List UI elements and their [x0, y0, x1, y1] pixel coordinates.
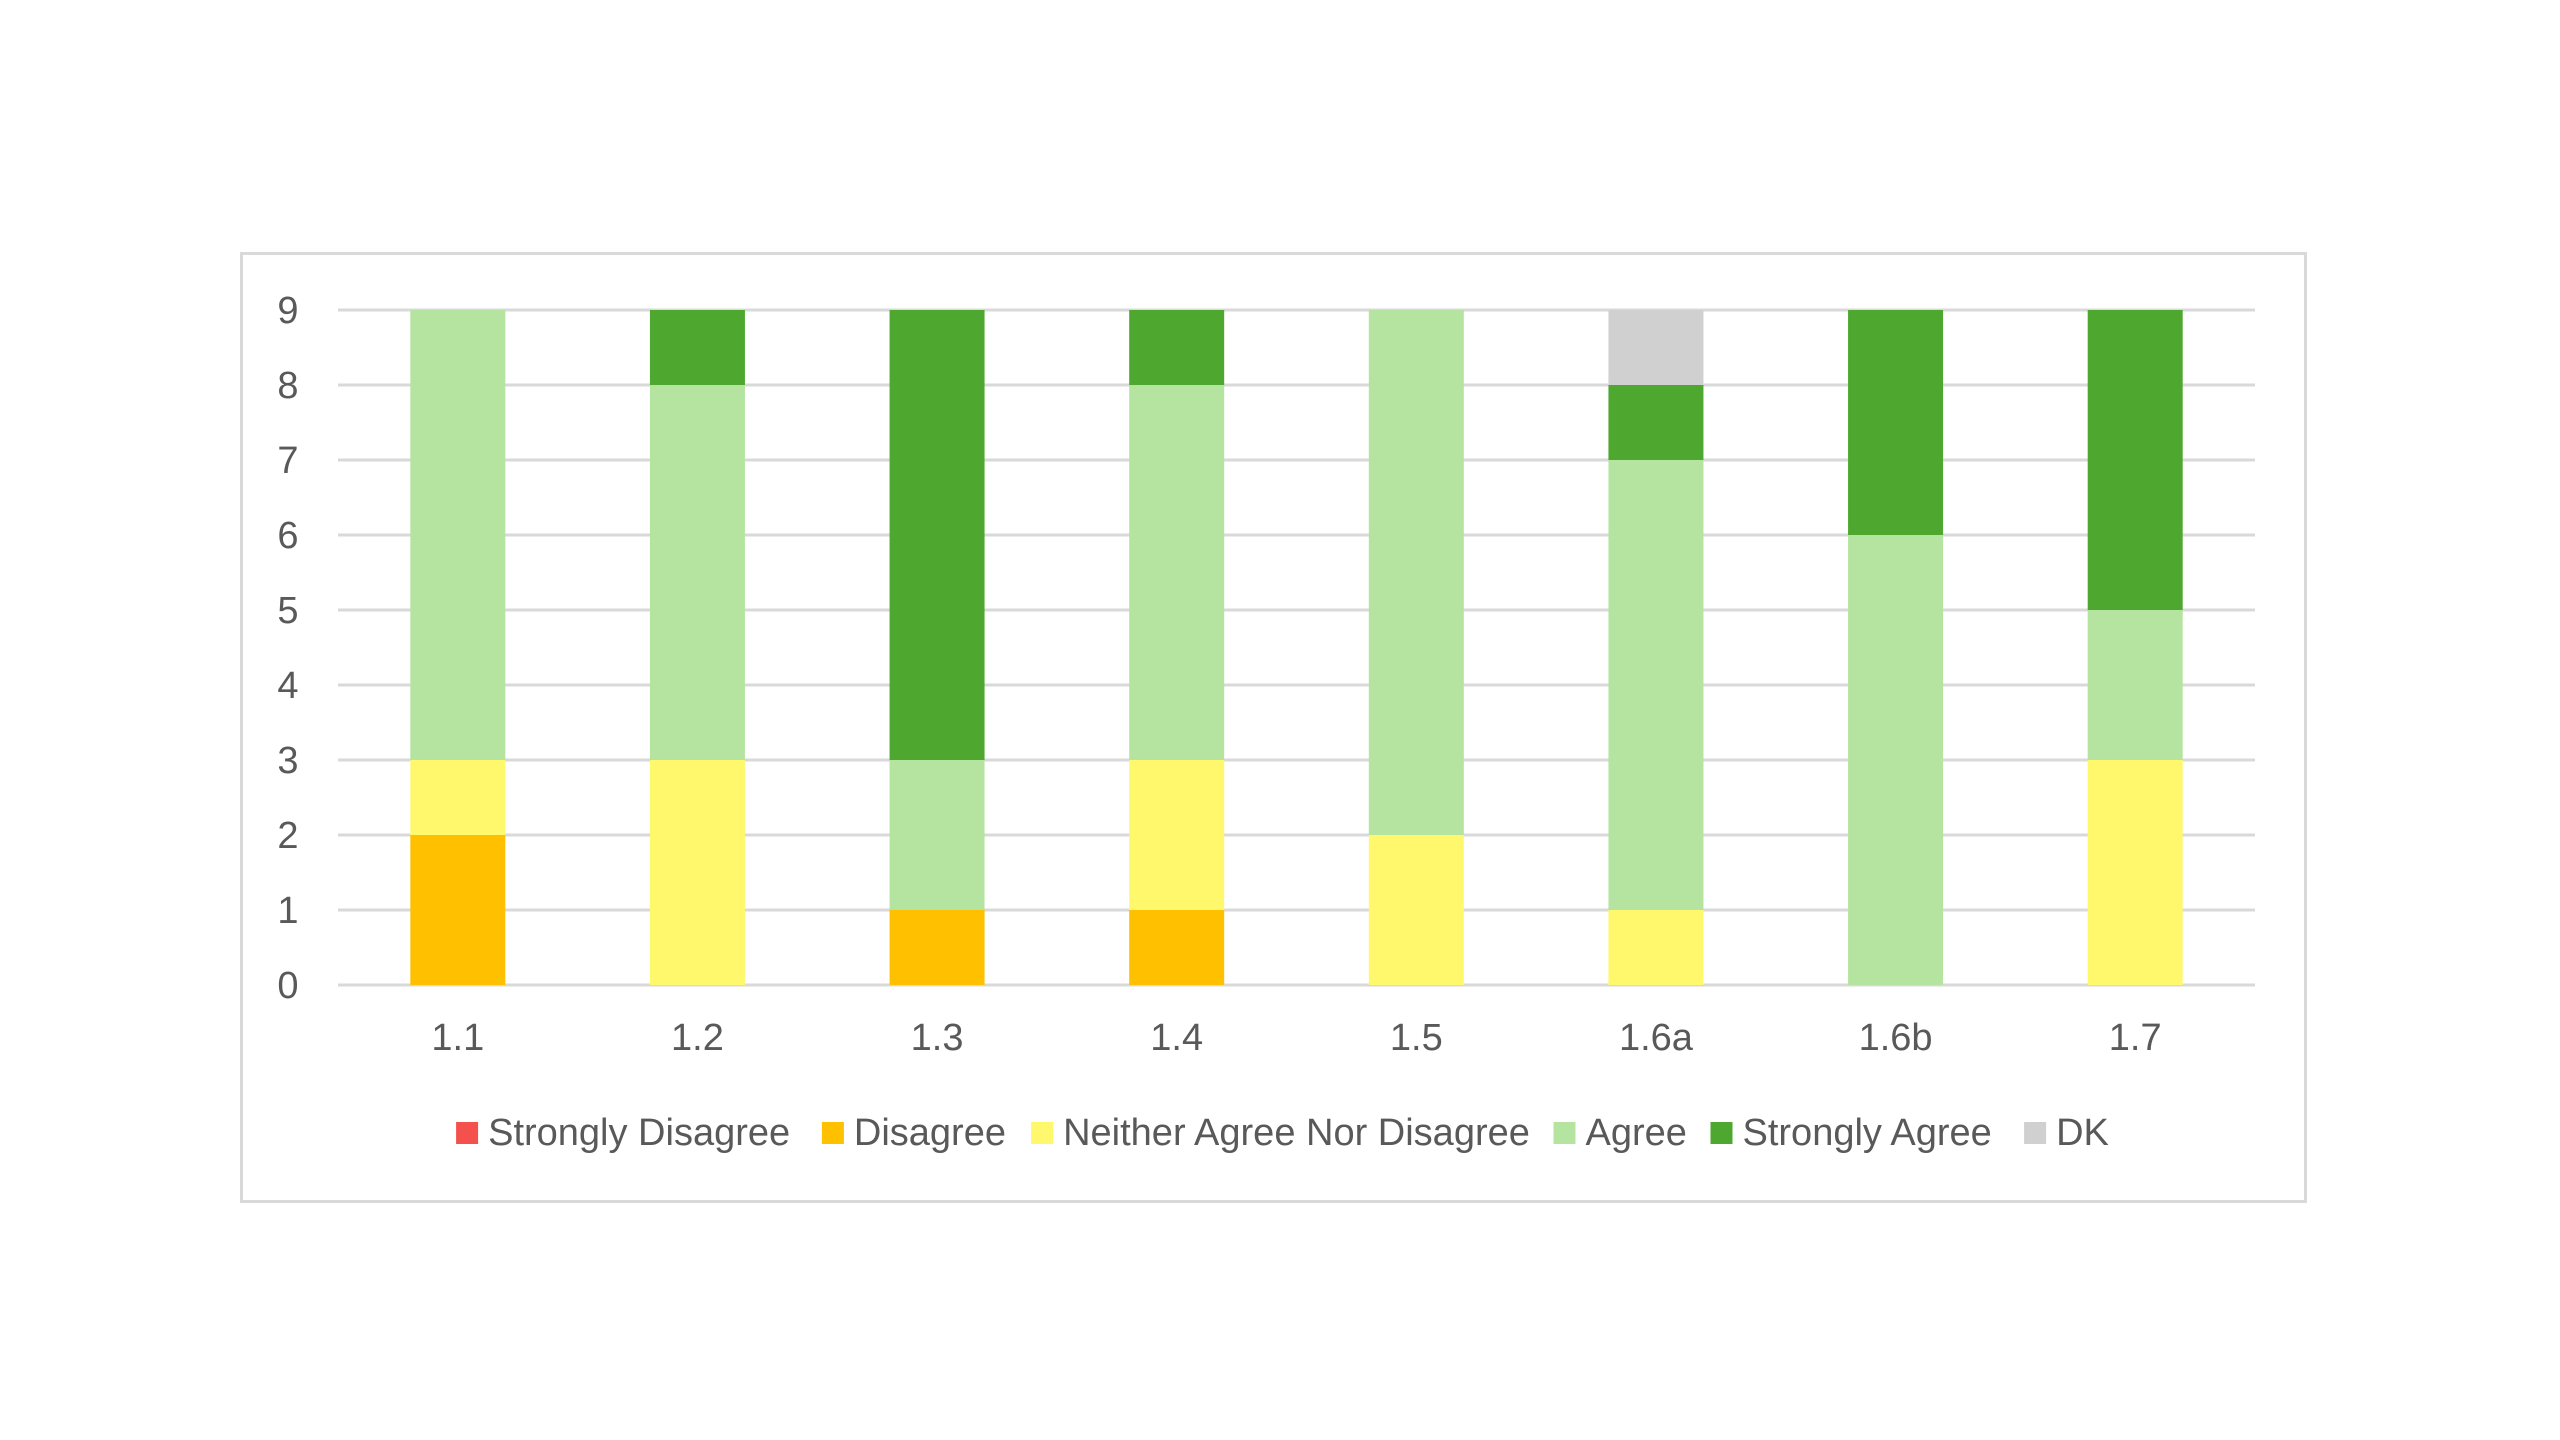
legend-label: DK: [2056, 1112, 2109, 1154]
bar-segment: [2087, 310, 2183, 610]
y-tick-label: 3: [277, 740, 298, 782]
y-tick-label: 2: [277, 815, 298, 857]
x-tick-label: 1.6b: [1859, 1017, 1933, 1059]
legend-label: Agree: [1586, 1112, 1687, 1154]
stacked-bar-chart: 0 1 2 3 4 5 6 7 8 9 1.1 1.2 1.3 1.4 1.5 1.6a 1.6b 1.7 St…: [277, 290, 2255, 1154]
legend-label: Strongly Disagree: [488, 1112, 790, 1154]
chart-frame: 0 1 2 3 4 5 6 7 8 9 1.1 1.2 1.3 1.4 1.5 1.6a 1.6b 1.7 St…: [240, 252, 2307, 1203]
legend-label: Disagree: [854, 1112, 1006, 1154]
x-tick-label: 1.6a: [1619, 1017, 1694, 1059]
bar-segment: [1608, 910, 1704, 985]
x-axis-ticks: 1.1 1.2 1.3 1.4 1.5 1.6a 1.6b 1.7: [431, 1017, 2161, 1059]
bars: [410, 310, 2183, 985]
bar-segment: [410, 760, 506, 835]
legend-swatch: [456, 1122, 479, 1144]
y-tick-label: 7: [277, 440, 298, 482]
bar-segment: [649, 385, 745, 760]
y-tick-label: 1: [277, 890, 298, 932]
legend: Strongly Disagree Disagree Neither Agree N…: [456, 1112, 2109, 1154]
bar-segment: [1608, 385, 1704, 460]
legend-swatch: [1553, 1122, 1576, 1144]
legend-item: DK: [2024, 1112, 2109, 1154]
legend-swatch: [2024, 1122, 2047, 1144]
legend-label: Neither Agree Nor Disagree: [1063, 1112, 1530, 1154]
bar-segment: [2087, 610, 2183, 760]
y-axis-ticks: 0 1 2 3 4 5 6 7 8 9: [277, 290, 298, 1007]
x-tick-label: 1.2: [671, 1017, 724, 1059]
bar-segment: [1129, 910, 1225, 985]
bar-segment: [410, 835, 506, 985]
bar-segment: [1368, 310, 1464, 835]
bar-segment: [649, 310, 745, 385]
legend-item: Neither Agree Nor Disagree: [1031, 1112, 1530, 1154]
x-tick-label: 1.3: [911, 1017, 964, 1059]
bar-segment: [410, 310, 506, 760]
legend-label: Strongly Agree: [1743, 1112, 1992, 1154]
bar-segment: [649, 760, 745, 985]
legend-swatch: [1710, 1122, 1733, 1144]
x-tick-label: 1.4: [1150, 1017, 1203, 1059]
x-tick-label: 1.1: [431, 1017, 484, 1059]
y-tick-label: 5: [277, 590, 298, 632]
bar-segment: [889, 760, 985, 910]
legend-swatch: [1031, 1122, 1054, 1144]
bar-segment: [1608, 310, 1704, 385]
bar-segment: [889, 310, 985, 760]
legend-item: Agree: [1553, 1112, 1687, 1154]
y-tick-label: 9: [277, 290, 298, 332]
x-tick-label: 1.7: [2109, 1017, 2162, 1059]
bar-segment: [1129, 760, 1225, 910]
y-tick-label: 6: [277, 515, 298, 557]
bar-segment: [1129, 385, 1225, 760]
y-tick-label: 0: [277, 965, 298, 1007]
bar-segment: [1848, 310, 1944, 535]
bar-segment: [889, 910, 985, 985]
legend-item: Disagree: [821, 1112, 1006, 1154]
bar-segment: [1608, 460, 1704, 910]
bar-segment: [2087, 760, 2183, 985]
bar-segment: [1129, 310, 1225, 385]
y-tick-label: 4: [277, 665, 298, 707]
y-tick-label: 8: [277, 365, 298, 407]
gridlines: [338, 308, 2255, 987]
bar-segment: [1368, 835, 1464, 985]
x-tick-label: 1.5: [1390, 1017, 1443, 1059]
bar-segment: [1848, 535, 1944, 985]
legend-item: Strongly Disagree: [456, 1112, 790, 1154]
legend-swatch: [821, 1122, 844, 1144]
legend-item: Strongly Agree: [1710, 1112, 1992, 1154]
